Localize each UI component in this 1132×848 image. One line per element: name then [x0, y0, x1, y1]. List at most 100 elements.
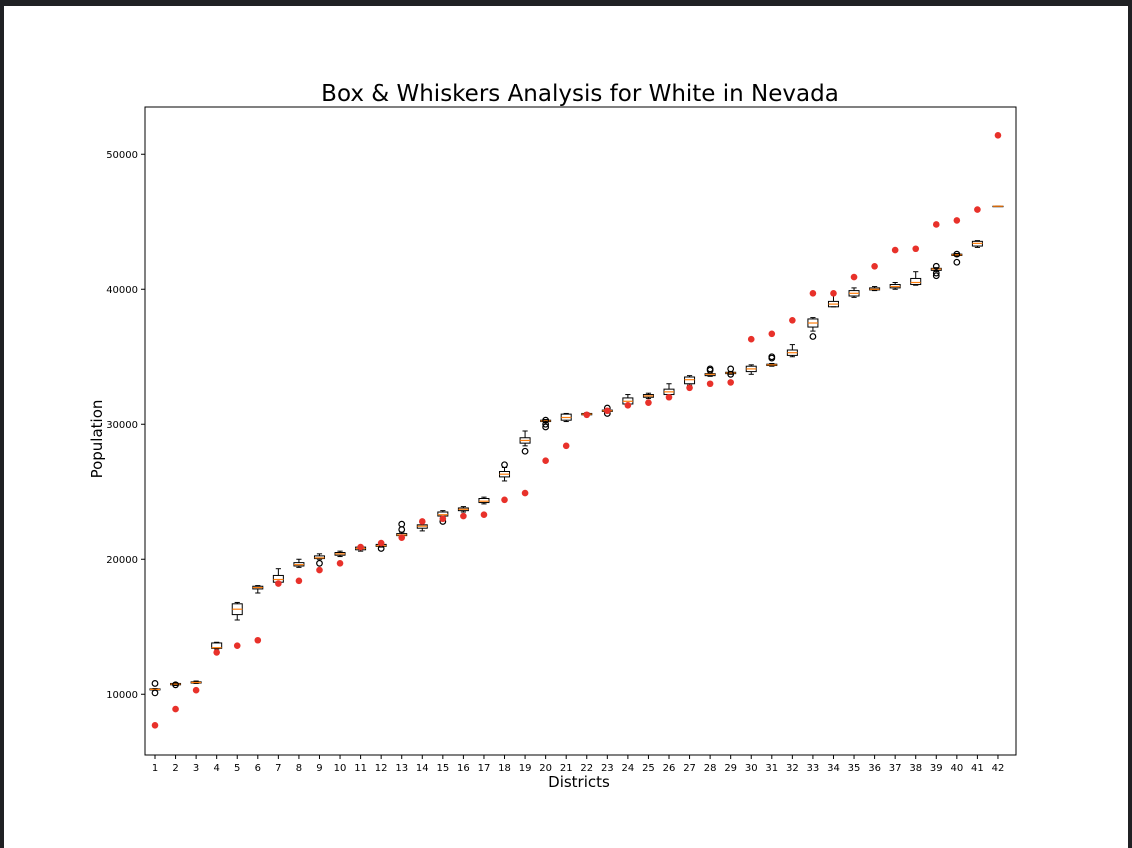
- observed-point-district-30: [747, 335, 755, 343]
- x-tick-label: 13: [395, 763, 408, 774]
- observed-point-district-41: [974, 206, 981, 213]
- observed-point-district-1: [151, 722, 159, 729]
- box-iqr: [910, 277, 922, 286]
- outlier-point: [316, 559, 323, 567]
- x-tick-label: 18: [498, 763, 511, 774]
- outlier-point: [932, 272, 940, 280]
- box-iqr: [478, 498, 490, 504]
- box-whisker-chart: Box & Whiskers Analysis for White in Nev…: [88, 81, 1017, 791]
- x-tick-label: 10: [334, 763, 347, 774]
- chart-title: Box & Whiskers Analysis for White in Nev…: [321, 81, 839, 107]
- observed-point-district-6: [254, 636, 262, 644]
- outlier-point: [151, 689, 159, 697]
- x-tick-label: 9: [316, 763, 322, 774]
- outlier-point: [542, 416, 550, 424]
- box-district-4: [211, 641, 223, 650]
- observed-point-district-42: [994, 132, 1002, 139]
- observed-point-district-9: [316, 566, 323, 574]
- observed-point-district-8: [295, 577, 303, 585]
- box-district-37: [889, 282, 901, 290]
- observed-point-district-12: [377, 539, 385, 547]
- outlier-point: [706, 365, 714, 373]
- observed-point-district-37: [891, 246, 899, 254]
- x-axis-label: Districts: [548, 773, 610, 791]
- box-district-17: [478, 496, 490, 505]
- outlier-point: [953, 250, 961, 258]
- observed-point-district-36: [871, 263, 878, 270]
- box-district-27: [684, 375, 696, 386]
- x-tick-label: 17: [478, 763, 491, 774]
- observed-point-district-25: [645, 399, 652, 406]
- box-district-32: [786, 344, 798, 358]
- outlier-point: [542, 420, 550, 428]
- box-district-8: [293, 558, 305, 568]
- box-district-29: [725, 365, 737, 378]
- observed-point-district-39: [932, 221, 940, 228]
- x-tick-label: 32: [786, 763, 799, 774]
- observed-point-district-11: [357, 543, 364, 551]
- x-tick-label: 31: [765, 763, 778, 774]
- box-district-40: [951, 250, 963, 266]
- observed-point-district-14: [418, 518, 426, 525]
- x-tick-label: 11: [354, 763, 367, 774]
- x-tick-label: 14: [416, 763, 429, 774]
- x-tick-label: 35: [848, 763, 861, 774]
- observed-point-district-19: [521, 489, 529, 497]
- outlier-point: [151, 680, 159, 687]
- y-tick-label: 10000: [106, 690, 138, 701]
- observed-point-district-13: [398, 534, 406, 541]
- observed-point-district-34: [830, 290, 837, 297]
- box-district-19: [519, 430, 531, 455]
- x-tick-label: 36: [868, 763, 881, 774]
- x-tick-label: 23: [601, 763, 614, 774]
- x-tick-label: 25: [642, 763, 655, 774]
- outlier-point: [768, 354, 776, 362]
- box-iqr: [684, 376, 696, 385]
- box-iqr: [313, 555, 325, 560]
- x-tick-label: 39: [930, 763, 943, 774]
- observed-point-district-17: [480, 511, 488, 518]
- x-tick-label: 30: [745, 763, 758, 774]
- box-district-36: [869, 286, 881, 292]
- x-tick-label: 4: [213, 763, 219, 774]
- outlier-point: [521, 447, 529, 455]
- observed-point-district-27: [686, 384, 693, 392]
- box-district-9: [313, 553, 325, 567]
- x-tick-label: 28: [704, 763, 717, 774]
- observed-point-district-22: [583, 411, 591, 419]
- y-tick-label: 30000: [106, 420, 138, 431]
- outlier-point: [727, 365, 735, 373]
- outlier-point: [953, 258, 961, 266]
- x-tick-label: 38: [909, 763, 922, 774]
- observed-point-district-2: [172, 705, 179, 713]
- box-iqr: [437, 511, 449, 517]
- x-tick-label: 24: [622, 763, 635, 774]
- y-tick-label: 20000: [106, 555, 138, 566]
- observed-point-district-4: [213, 649, 220, 656]
- axes-frame: [144, 106, 1017, 756]
- observed-point-district-24: [624, 402, 632, 409]
- x-tick-label: 12: [375, 763, 388, 774]
- x-tick-label: 21: [560, 763, 573, 774]
- outlier-point: [932, 269, 940, 277]
- observed-point-district-26: [665, 393, 673, 401]
- x-tick-label: 1: [152, 763, 158, 774]
- outlier-point: [398, 520, 406, 528]
- x-tick-label: 20: [539, 763, 552, 774]
- x-tick-label: 42: [992, 763, 1005, 774]
- box-district-30: [745, 364, 757, 375]
- box-district-35: [848, 287, 860, 298]
- outlier-point: [398, 526, 406, 533]
- box-district-13: [396, 520, 408, 537]
- y-tick-label: 50000: [106, 150, 138, 161]
- observed-point-district-23: [604, 407, 611, 415]
- box-district-2: [170, 681, 182, 689]
- x-tick-label: 33: [807, 763, 820, 774]
- box-district-6: [252, 585, 264, 594]
- x-tick-label: 40: [950, 763, 963, 774]
- box-district-39: [930, 262, 942, 280]
- observed-point-district-5: [233, 642, 241, 649]
- observed-point-district-20: [542, 457, 549, 465]
- box-district-21: [560, 412, 572, 423]
- box-district-28: [704, 365, 716, 377]
